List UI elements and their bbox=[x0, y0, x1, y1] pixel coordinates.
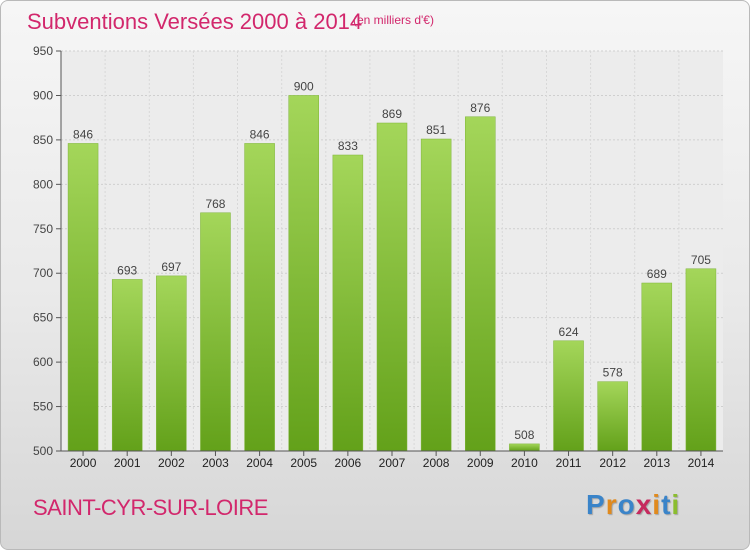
logo-letter: i bbox=[652, 489, 662, 520]
x-tick-label: 2011 bbox=[556, 456, 582, 470]
logo-letter: x bbox=[635, 489, 653, 520]
chart-subtitle: (en milliers d'€) bbox=[353, 13, 434, 27]
bar-value-label: 705 bbox=[691, 253, 711, 267]
x-tick-label: 2009 bbox=[467, 456, 494, 470]
bar-value-label: 697 bbox=[161, 260, 181, 274]
bar-2013 bbox=[641, 282, 673, 452]
y-tick-label: 750 bbox=[33, 222, 53, 236]
y-tick-label: 800 bbox=[33, 177, 53, 191]
bar-2007 bbox=[376, 122, 408, 452]
logo-letter: i bbox=[671, 489, 681, 520]
bar-2004 bbox=[244, 143, 275, 452]
x-tick-label: 2006 bbox=[335, 456, 362, 470]
proxiti-logo: Proxiti bbox=[586, 489, 680, 521]
logo-letter: P bbox=[586, 489, 606, 520]
bar-value-label: 846 bbox=[250, 127, 270, 141]
bar-2009 bbox=[465, 116, 496, 452]
y-tick-label: 950 bbox=[33, 44, 53, 58]
x-tick-label: 2001 bbox=[114, 456, 141, 470]
y-tick-label: 500 bbox=[33, 444, 53, 458]
bar-value-label: 851 bbox=[426, 123, 446, 137]
bar-2012 bbox=[597, 381, 628, 452]
y-tick-label: 550 bbox=[33, 400, 53, 414]
bar-value-label: 869 bbox=[382, 107, 402, 121]
bar-value-label: 876 bbox=[470, 101, 490, 115]
x-tick-label: 2012 bbox=[599, 456, 626, 470]
y-tick-label: 900 bbox=[33, 88, 53, 102]
bar-2008 bbox=[420, 138, 452, 452]
x-tick-label: 2014 bbox=[688, 456, 715, 470]
bar-2002 bbox=[156, 275, 187, 452]
x-tick-label: 2005 bbox=[290, 456, 317, 470]
bar-value-label: 624 bbox=[559, 325, 579, 339]
x-tick-label: 2002 bbox=[158, 456, 185, 470]
x-tick-label: 2004 bbox=[246, 456, 273, 470]
bar-2006 bbox=[332, 154, 364, 452]
bar-2014 bbox=[685, 268, 717, 452]
bar-value-label: 846 bbox=[73, 127, 93, 141]
x-tick-label: 2008 bbox=[423, 456, 450, 470]
bar-2000 bbox=[67, 143, 99, 452]
bar-2005 bbox=[288, 95, 319, 452]
x-tick-label: 2003 bbox=[202, 456, 229, 470]
bar-value-label: 768 bbox=[205, 197, 225, 211]
bar-value-label: 689 bbox=[647, 267, 667, 281]
y-tick-label: 700 bbox=[33, 266, 53, 280]
y-tick-label: 850 bbox=[33, 133, 53, 147]
bar-value-label: 693 bbox=[117, 263, 137, 277]
x-tick-label: 2013 bbox=[643, 456, 670, 470]
logo-letter: r bbox=[605, 489, 618, 520]
x-tick-label: 2010 bbox=[511, 456, 538, 470]
bar-2010 bbox=[509, 443, 540, 452]
bar-value-label: 833 bbox=[338, 139, 358, 153]
y-tick-label: 650 bbox=[33, 311, 53, 325]
x-tick-label: 2000 bbox=[70, 456, 97, 470]
logo-letter: o bbox=[617, 489, 636, 520]
bar-value-label: 900 bbox=[294, 79, 314, 93]
city-name: SAINT-CYR-SUR-LOIRE bbox=[33, 495, 268, 520]
bar-value-label: 578 bbox=[603, 366, 623, 380]
y-tick-label: 600 bbox=[33, 355, 53, 369]
bar-2001 bbox=[111, 279, 143, 452]
x-tick-label: 2007 bbox=[379, 456, 406, 470]
bar-2011 bbox=[553, 340, 584, 452]
logo-letter: t bbox=[661, 489, 672, 520]
bar-2003 bbox=[200, 212, 231, 452]
chart-title: Subventions Versées 2000 à 2014 bbox=[27, 9, 363, 34]
bar-value-label: 508 bbox=[514, 428, 534, 442]
